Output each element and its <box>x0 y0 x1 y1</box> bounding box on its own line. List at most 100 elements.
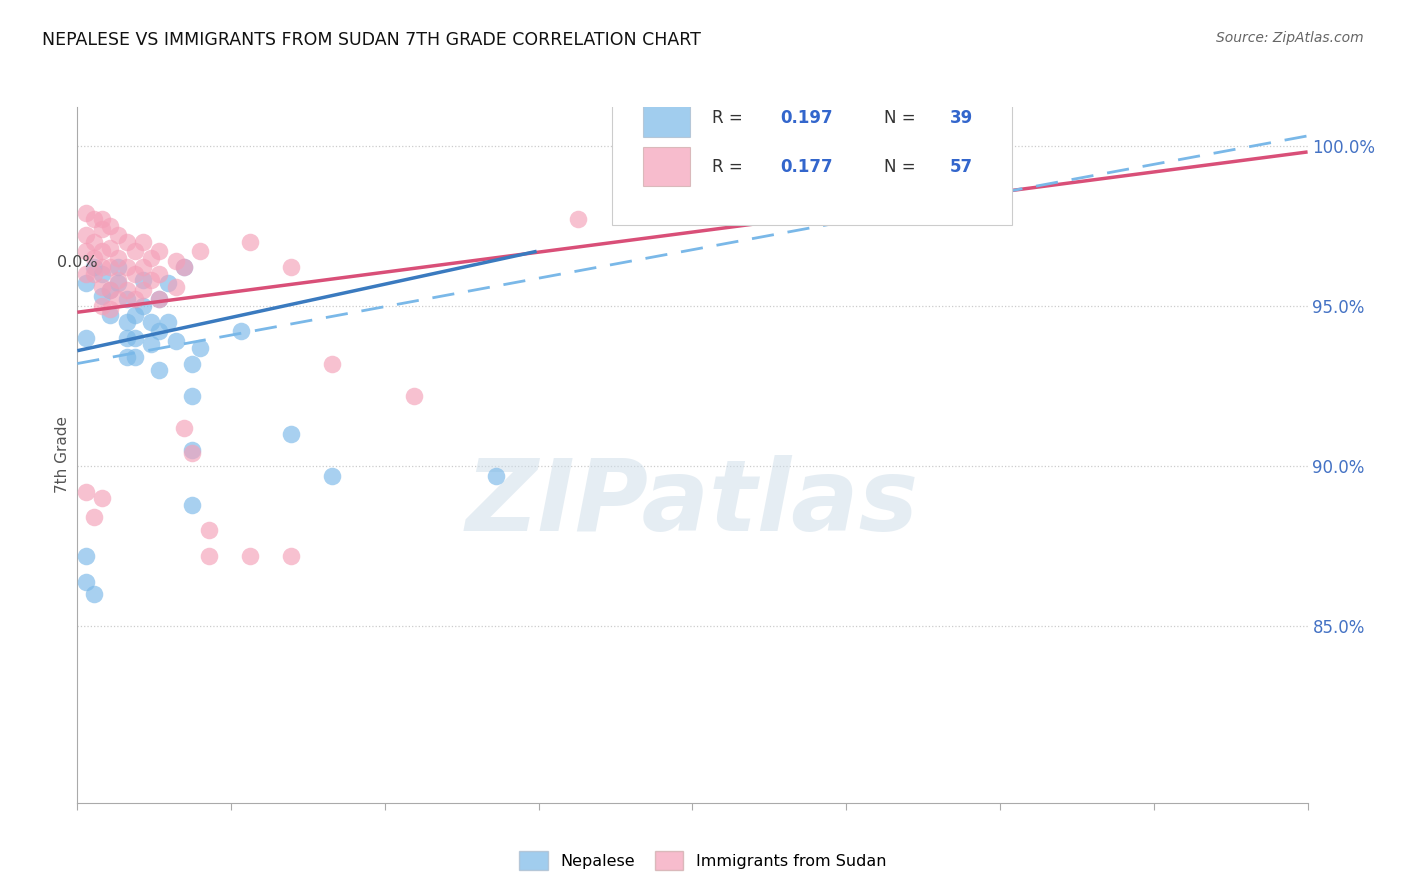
Point <box>141 315 163 329</box>
Text: Source: ZipAtlas.com: Source: ZipAtlas.com <box>1216 31 1364 45</box>
Text: ZIPatlas: ZIPatlas <box>465 455 920 552</box>
Point <box>107 293 129 307</box>
Point <box>165 334 187 348</box>
Point <box>188 244 212 259</box>
Point <box>124 293 146 307</box>
Point <box>188 341 212 355</box>
Point <box>321 468 343 483</box>
Point <box>197 549 219 563</box>
Point <box>181 443 204 458</box>
Point <box>124 244 146 259</box>
Text: 0.197: 0.197 <box>780 109 832 127</box>
Text: 57: 57 <box>949 158 973 176</box>
Point <box>83 587 105 601</box>
Point <box>148 293 170 307</box>
Point <box>321 357 343 371</box>
Point <box>90 267 114 281</box>
Text: N =: N = <box>884 109 921 127</box>
Point <box>156 315 179 329</box>
Point <box>165 279 187 293</box>
Point <box>148 363 170 377</box>
Y-axis label: 7th Grade: 7th Grade <box>55 417 70 493</box>
Point <box>115 293 138 307</box>
Point <box>90 289 114 303</box>
Point <box>132 273 155 287</box>
Point <box>83 267 105 281</box>
Point <box>107 277 129 291</box>
Point <box>181 357 204 371</box>
Point <box>115 283 138 297</box>
Point <box>107 228 129 243</box>
Point <box>132 260 155 275</box>
Point <box>484 468 508 483</box>
Point <box>98 260 121 275</box>
Point <box>567 212 589 227</box>
Point <box>83 212 105 227</box>
Text: R =: R = <box>713 158 748 176</box>
Point <box>231 325 253 339</box>
Point <box>107 251 129 265</box>
FancyBboxPatch shape <box>613 103 1012 226</box>
Text: NEPALESE VS IMMIGRANTS FROM SUDAN 7TH GRADE CORRELATION CHART: NEPALESE VS IMMIGRANTS FROM SUDAN 7TH GR… <box>42 31 702 49</box>
Point <box>165 254 187 268</box>
Point <box>132 235 155 249</box>
Point <box>98 283 121 297</box>
Point <box>98 301 121 316</box>
Point <box>173 260 195 275</box>
Point <box>648 174 671 188</box>
Point <box>83 251 105 265</box>
Point <box>75 549 97 563</box>
Point <box>181 498 204 512</box>
Point <box>75 228 97 243</box>
Point <box>98 283 121 297</box>
Point <box>148 325 170 339</box>
Point <box>132 299 155 313</box>
Point <box>124 309 146 323</box>
Point <box>98 241 121 255</box>
Point <box>115 350 138 364</box>
Point <box>75 574 97 589</box>
Point <box>75 206 97 220</box>
Point <box>75 277 97 291</box>
FancyBboxPatch shape <box>644 147 690 186</box>
Text: 0.0%: 0.0% <box>58 255 97 270</box>
Point <box>75 484 97 499</box>
Point <box>90 212 114 227</box>
Point <box>83 260 105 275</box>
Point <box>772 154 794 169</box>
Point <box>115 235 138 249</box>
Point <box>156 277 179 291</box>
Point <box>280 260 302 275</box>
Point <box>75 244 97 259</box>
Point <box>402 389 425 403</box>
Point <box>90 260 114 275</box>
Point <box>115 260 138 275</box>
Text: 0.177: 0.177 <box>780 158 832 176</box>
Point <box>173 260 195 275</box>
Point <box>115 315 138 329</box>
Point <box>107 273 129 287</box>
Point <box>181 389 204 403</box>
Point <box>90 279 114 293</box>
Point <box>280 549 302 563</box>
Text: R =: R = <box>713 109 748 127</box>
Point <box>75 267 97 281</box>
Point <box>124 350 146 364</box>
FancyBboxPatch shape <box>644 99 690 137</box>
Text: N =: N = <box>884 158 921 176</box>
Point <box>148 267 170 281</box>
Text: 39: 39 <box>949 109 973 127</box>
Point <box>90 491 114 506</box>
Point <box>197 523 219 537</box>
Point <box>181 446 204 460</box>
Point <box>90 299 114 313</box>
Point <box>280 427 302 442</box>
Point <box>107 260 129 275</box>
Point <box>124 331 146 345</box>
Point <box>98 219 121 233</box>
Point <box>148 293 170 307</box>
Point <box>141 251 163 265</box>
Point <box>75 331 97 345</box>
Point <box>98 309 121 323</box>
Point <box>90 244 114 259</box>
